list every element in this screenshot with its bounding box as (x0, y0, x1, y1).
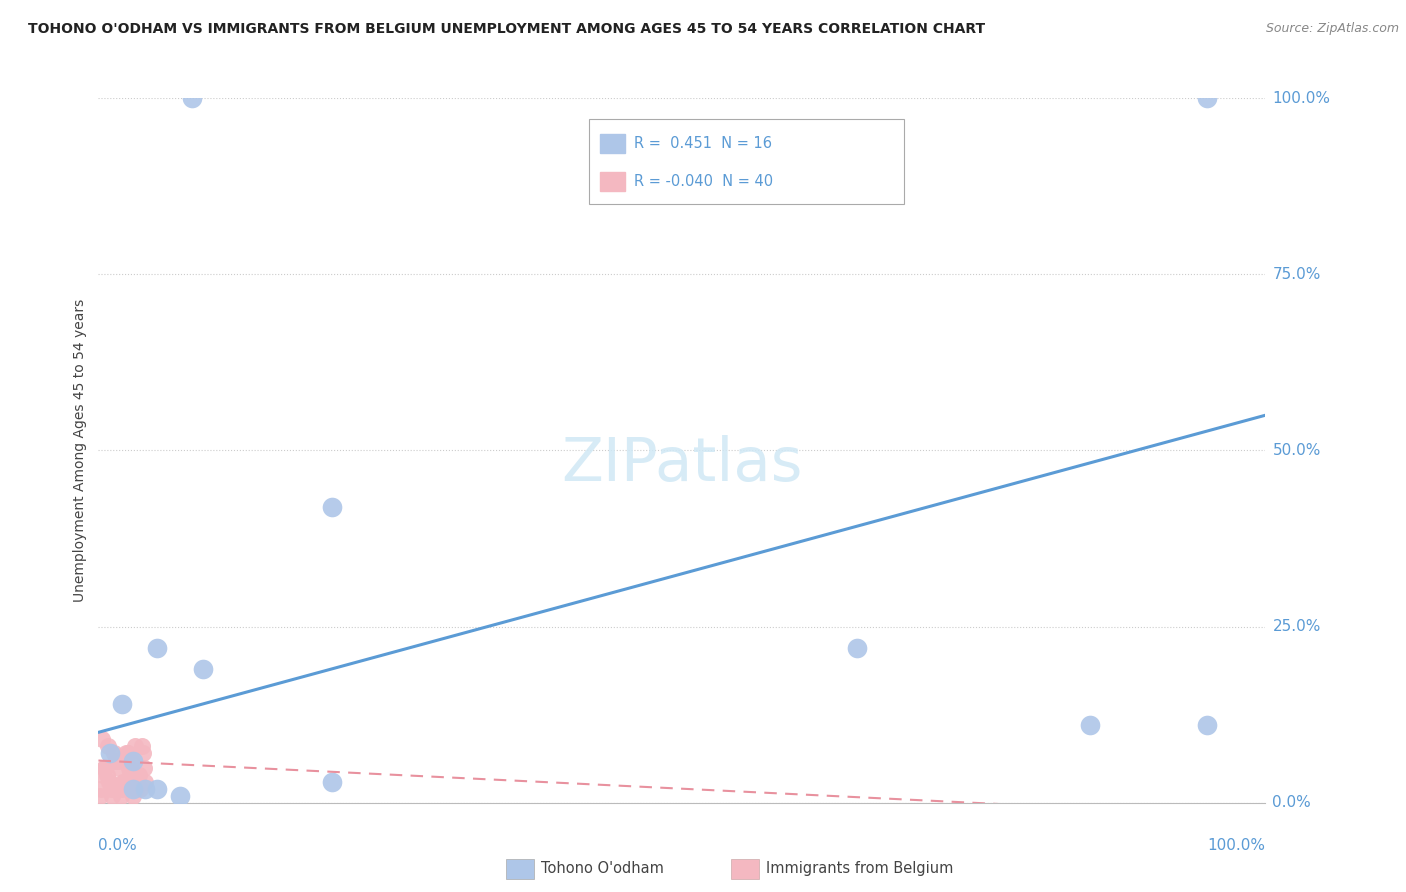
Point (122, 781, 145, 796)
Point (120, 754, 142, 768)
Point (146, 781, 169, 796)
Point (134, 781, 156, 796)
Point (845, 640, 868, 655)
Point (117, 747, 139, 761)
Text: R = -0.040  N = 40: R = -0.040 N = 40 (634, 174, 773, 189)
Point (101, 789, 124, 803)
Text: 100.0%: 100.0% (1208, 838, 1265, 854)
Point (146, 640, 169, 655)
Text: 25.0%: 25.0% (1272, 619, 1320, 634)
Point (90, 732, 112, 747)
Point (111, 697, 134, 711)
Point (98, 774, 121, 789)
Point (193, 662, 215, 676)
Point (96, 767, 118, 781)
Point (107, 754, 129, 768)
Point (114, 754, 136, 768)
Point (125, 774, 148, 789)
Point (180, 91, 202, 105)
Text: ZIPatlas: ZIPatlas (561, 435, 803, 494)
Point (132, 760, 155, 774)
Point (124, 739, 146, 754)
Y-axis label: Unemployment Among Ages 45 to 54 years: Unemployment Among Ages 45 to 54 years (73, 299, 87, 602)
Text: 50.0%: 50.0% (1272, 443, 1320, 458)
Text: R =  0.451  N = 16: R = 0.451 N = 16 (634, 136, 772, 152)
Point (111, 781, 134, 796)
Point (134, 774, 156, 789)
Point (118, 760, 141, 774)
Point (1080, 718, 1102, 732)
Point (169, 789, 191, 803)
Text: Source: ZipAtlas.com: Source: ZipAtlas.com (1265, 22, 1399, 36)
Point (122, 754, 145, 768)
Point (115, 747, 138, 761)
Text: 0.0%: 0.0% (98, 838, 138, 854)
Point (127, 767, 149, 781)
Point (129, 781, 152, 796)
Point (89, 789, 111, 803)
Point (121, 774, 143, 789)
Point (321, 500, 343, 514)
Point (128, 767, 150, 781)
Text: Immigrants from Belgium: Immigrants from Belgium (766, 862, 953, 876)
Point (122, 789, 145, 803)
Point (112, 774, 135, 789)
Point (1195, 718, 1218, 732)
Point (111, 774, 134, 789)
Text: TOHONO O'ODHAM VS IMMIGRANTS FROM BELGIUM UNEMPLOYMENT AMONG AGES 45 TO 54 YEARS: TOHONO O'ODHAM VS IMMIGRANTS FROM BELGIU… (28, 22, 986, 37)
Point (125, 781, 148, 796)
Point (93, 760, 115, 774)
Point (98, 747, 121, 761)
Point (131, 739, 153, 754)
Point (97, 739, 120, 754)
Point (110, 789, 132, 803)
Point (90, 781, 112, 796)
Text: Tohono O'odham: Tohono O'odham (541, 862, 664, 876)
Point (97, 774, 120, 789)
Point (104, 781, 127, 796)
Point (104, 754, 127, 768)
Point (94, 760, 117, 774)
Point (100, 781, 122, 796)
Point (91, 767, 114, 781)
Point (105, 754, 128, 768)
Text: 0.0%: 0.0% (1272, 796, 1312, 810)
Text: 100.0%: 100.0% (1272, 91, 1330, 105)
Point (103, 747, 125, 761)
Point (108, 760, 131, 774)
Point (321, 774, 343, 789)
Point (118, 767, 141, 781)
Point (132, 747, 155, 761)
Text: 75.0%: 75.0% (1272, 267, 1320, 282)
Point (1195, 91, 1218, 105)
